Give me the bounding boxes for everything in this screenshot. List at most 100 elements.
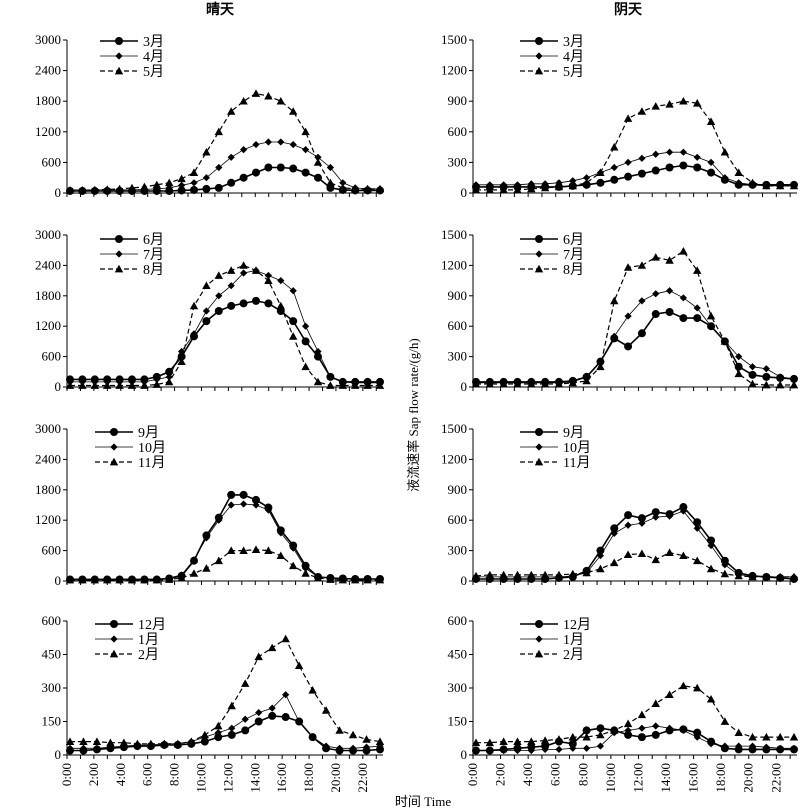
y-tick-label: 600 xyxy=(448,613,468,628)
data-point xyxy=(486,181,494,189)
data-point xyxy=(189,301,199,310)
legend-label: 4月 xyxy=(563,49,584,65)
data-point xyxy=(665,308,674,317)
data-point xyxy=(200,730,209,739)
data-point xyxy=(679,294,687,302)
x-tick-label: 4:00 xyxy=(520,763,535,786)
data-point xyxy=(264,276,273,284)
data-point xyxy=(527,180,535,188)
series-line xyxy=(476,100,794,191)
legend-marker xyxy=(534,66,544,75)
data-point xyxy=(239,173,248,182)
panel-7: 0 150 300 450 600 0:00 2:00 4:00 6:00 8:00 10:00 12… xyxy=(42,613,385,793)
data-point xyxy=(789,572,799,581)
data-point xyxy=(65,381,75,389)
data-point xyxy=(127,381,137,389)
data-point xyxy=(486,746,494,755)
data-point xyxy=(264,271,272,280)
x-tick-label: 0:00 xyxy=(465,763,480,786)
data-point xyxy=(92,737,102,745)
data-point xyxy=(471,379,481,388)
data-point xyxy=(638,154,646,162)
data-point xyxy=(294,661,304,670)
data-point xyxy=(289,544,297,552)
data-point xyxy=(637,107,647,115)
data-point xyxy=(190,185,198,194)
data-point xyxy=(241,726,250,735)
data-point xyxy=(624,312,632,320)
x-tick-label: 8:00 xyxy=(575,763,590,786)
y-tick-label: 2400 xyxy=(35,451,61,466)
y-tick-label: 1200 xyxy=(441,63,467,78)
x-tick-label: 6:00 xyxy=(548,763,563,786)
data-point xyxy=(596,724,605,733)
data-point xyxy=(338,381,347,389)
legend-label: 1月 xyxy=(563,632,584,648)
series-1 xyxy=(472,161,798,191)
data-point xyxy=(541,745,549,754)
column-title-sunny: 晴天 xyxy=(206,1,235,18)
legend-marker xyxy=(115,37,123,45)
x-tick-label: 2:00 xyxy=(86,763,101,786)
y-tick-label: 0 xyxy=(55,747,62,762)
data-point xyxy=(190,556,198,564)
series-3 xyxy=(65,634,385,748)
data-point xyxy=(610,296,619,305)
data-point xyxy=(679,161,688,170)
series-line xyxy=(476,151,794,187)
legend-label: 11月 xyxy=(138,455,165,471)
data-point xyxy=(665,163,674,172)
data-point xyxy=(127,575,137,584)
data-point xyxy=(693,266,702,274)
data-point xyxy=(721,742,729,750)
data-point xyxy=(79,744,88,752)
data-point xyxy=(202,307,210,315)
data-point xyxy=(693,733,701,741)
series-line xyxy=(476,311,795,383)
data-point xyxy=(665,256,674,264)
data-point xyxy=(610,726,619,734)
y-tick-label: 600 xyxy=(448,512,468,527)
data-point xyxy=(596,730,605,739)
series-line xyxy=(70,92,380,191)
data-point xyxy=(665,100,674,108)
data-point xyxy=(239,490,248,499)
data-point xyxy=(693,153,701,161)
y-tick-label: 300 xyxy=(448,543,468,558)
series-line xyxy=(70,141,380,191)
series-line xyxy=(476,727,794,752)
data-point xyxy=(282,691,290,699)
data-point xyxy=(251,89,261,97)
data-point xyxy=(679,314,688,323)
data-point xyxy=(301,337,310,346)
x-tick-label: 16:00 xyxy=(274,763,289,793)
data-point xyxy=(313,158,323,166)
data-point xyxy=(339,179,347,187)
data-point xyxy=(308,686,317,694)
data-point xyxy=(693,556,702,565)
data-point xyxy=(264,506,272,514)
data-point xyxy=(527,737,536,745)
series-3 xyxy=(471,247,799,389)
data-point xyxy=(665,287,674,295)
legend-marker xyxy=(534,649,544,658)
data-point xyxy=(762,365,770,373)
data-point xyxy=(651,508,660,517)
data-point xyxy=(146,739,156,748)
legend-label: 9月 xyxy=(563,425,584,441)
data-point xyxy=(251,545,261,553)
data-point xyxy=(348,730,358,739)
data-point xyxy=(363,575,372,584)
data-point xyxy=(776,744,784,752)
data-point xyxy=(140,182,149,191)
data-point xyxy=(254,652,263,661)
series-3 xyxy=(65,261,385,389)
data-point xyxy=(276,163,285,172)
data-point xyxy=(706,694,716,703)
data-point xyxy=(252,501,260,509)
data-point xyxy=(596,742,605,750)
x-tick-label: 20:00 xyxy=(741,763,756,793)
column-title-cloudy: 阴天 xyxy=(614,2,643,18)
data-point xyxy=(679,726,687,735)
